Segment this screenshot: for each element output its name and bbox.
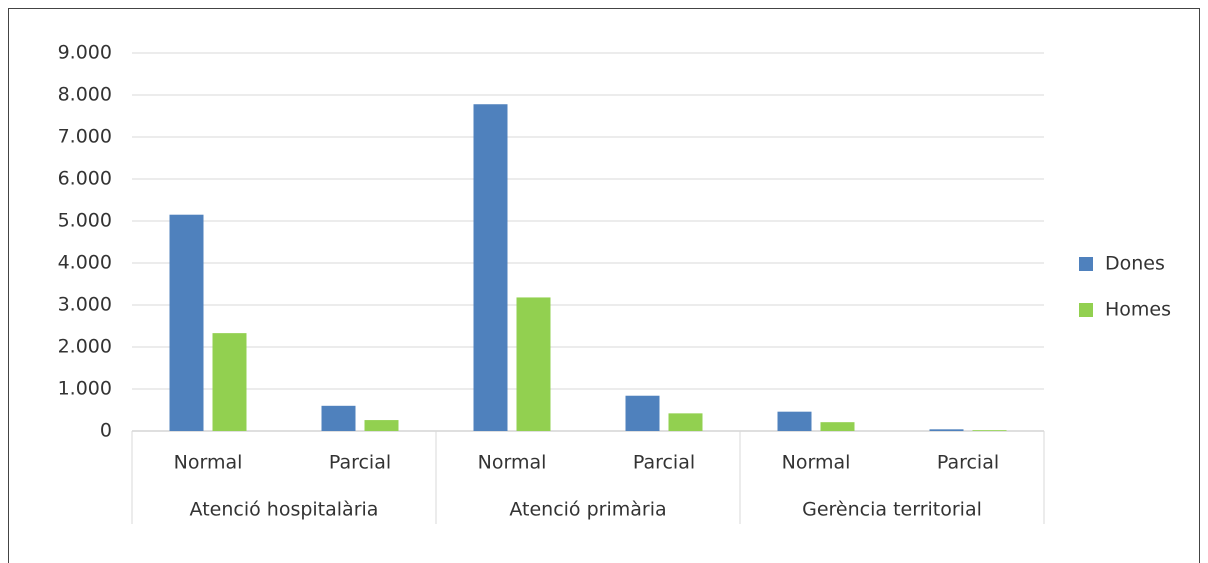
x-tick-label: Normal — [782, 452, 851, 474]
x-tick-label: Normal — [174, 452, 243, 474]
chart-border — [8, 8, 1200, 563]
bar — [777, 411, 812, 431]
y-tick-label: 1.000 — [58, 378, 112, 400]
group-label: Gerència territorial — [802, 499, 982, 521]
legend-label: Dones — [1105, 253, 1165, 275]
legend-swatch — [1079, 303, 1093, 317]
bar — [820, 422, 855, 431]
y-tick-label: 0 — [100, 420, 112, 442]
bar — [668, 413, 703, 431]
y-tick-label: 2.000 — [58, 336, 112, 358]
bar — [364, 420, 399, 431]
y-tick-label: 5.000 — [58, 210, 112, 232]
bar — [929, 429, 964, 431]
x-tick-label: Parcial — [329, 452, 391, 474]
y-tick-label: 3.000 — [58, 294, 112, 316]
legend-label: Homes — [1105, 299, 1171, 321]
bar — [972, 430, 1007, 431]
y-tick-label: 8.000 — [58, 84, 112, 106]
x-tick-label: Parcial — [937, 452, 999, 474]
bar — [169, 214, 204, 431]
bar — [473, 104, 508, 432]
y-tick-label: 9.000 — [58, 42, 112, 64]
y-tick-label: 4.000 — [58, 252, 112, 274]
bar — [625, 395, 660, 431]
x-tick-label: Parcial — [633, 452, 695, 474]
x-tick-label: Normal — [478, 452, 547, 474]
y-tick-label: 6.000 — [58, 168, 112, 190]
group-label: Atenció primària — [509, 499, 666, 521]
bar — [516, 297, 551, 431]
legend-swatch — [1079, 257, 1093, 271]
bar — [321, 405, 356, 431]
bar — [212, 333, 247, 431]
group-label: Atenció hospitalària — [190, 499, 379, 521]
y-tick-label: 7.000 — [58, 126, 112, 148]
